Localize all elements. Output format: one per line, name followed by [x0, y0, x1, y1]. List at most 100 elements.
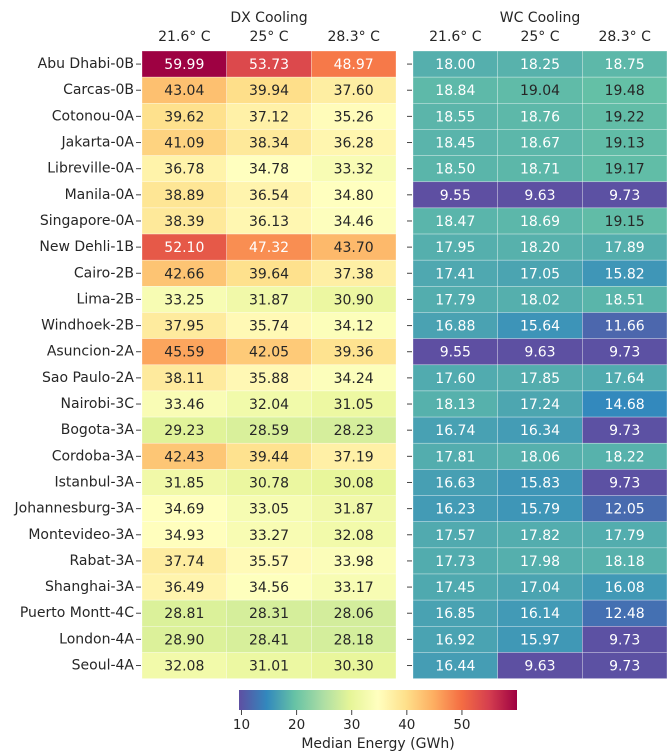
cell-label: 48.97 [334, 57, 374, 73]
cell-label: 28.31 [249, 606, 289, 622]
cell-label: 16.23 [435, 502, 475, 518]
heat-cell [497, 599, 583, 627]
cell-label: 17.81 [435, 449, 475, 465]
cell-label: 9.73 [609, 423, 640, 439]
heat-cell [226, 573, 312, 601]
heat-cell [582, 76, 667, 104]
row-label: Carcas-0B [63, 82, 134, 98]
cell-label: 16.85 [435, 606, 475, 622]
heat-cell [141, 233, 227, 261]
heat-cell [311, 599, 397, 627]
row-label: Puerto Montt-4C [20, 605, 134, 621]
cell-label: 30.08 [334, 475, 374, 491]
cell-label: 39.62 [164, 109, 204, 125]
column-label: 25° C [249, 29, 288, 45]
heat-cell [226, 103, 312, 130]
cell-label: 37.60 [334, 83, 374, 99]
heat-cell [412, 625, 498, 653]
cell-label: 17.98 [520, 554, 560, 570]
cell-label: 18.50 [435, 162, 475, 178]
heat-cell [582, 259, 667, 287]
cell-label: 37.12 [249, 109, 289, 125]
heat-cell [226, 286, 312, 313]
cell-label: 39.64 [249, 266, 289, 282]
panel-title: DX Cooling [230, 10, 307, 26]
heat-cell [497, 259, 583, 287]
row-label: Nairobi-3C [61, 396, 135, 412]
heat-cell [497, 442, 583, 470]
cell-label: 42.43 [164, 449, 204, 465]
cell-label: 31.05 [334, 397, 374, 413]
cell-label: 16.88 [435, 319, 475, 335]
colorbar-tick-label: 30 [343, 717, 360, 733]
heat-cell [412, 652, 498, 679]
heat-cell [226, 259, 312, 287]
cell-label: 38.39 [164, 214, 204, 230]
cell-label: 18.67 [520, 136, 560, 152]
cell-label: 18.00 [435, 57, 475, 73]
cell-label: 18.51 [605, 292, 645, 308]
heat-cell [141, 129, 227, 156]
row-label: Asuncion-2A [47, 344, 135, 360]
column-label: 28.3° C [327, 29, 380, 45]
cell-label: 33.46 [164, 397, 204, 413]
heat-cell [226, 469, 312, 496]
heat-cell [311, 50, 397, 78]
row-label: Cotonou-0A [52, 108, 135, 124]
heat-cell [226, 390, 312, 418]
cell-label: 33.32 [334, 162, 374, 178]
row-label: Singapore-0A [40, 213, 135, 229]
heat-cell [141, 547, 227, 575]
cell-label: 28.90 [164, 632, 204, 648]
heat-cell [226, 416, 312, 444]
cell-label: 18.02 [520, 292, 560, 308]
heat-cell [497, 338, 583, 366]
heat-cell [412, 103, 498, 130]
heat-cell [226, 76, 312, 104]
heat-cell [412, 521, 498, 549]
cell-label: 43.04 [164, 83, 204, 99]
heat-cell [226, 233, 312, 261]
row-label: Istanbul-3A [54, 474, 134, 490]
heat-cell [412, 155, 498, 183]
heat-cell [141, 652, 227, 679]
heat-cell [582, 547, 667, 575]
cell-label: 35.26 [334, 109, 374, 125]
cell-label: 38.11 [164, 371, 204, 387]
cell-label: 31.01 [249, 659, 289, 675]
cell-label: 18.06 [520, 449, 560, 465]
cell-label: 42.66 [164, 266, 204, 282]
heat-cell [582, 181, 667, 209]
heat-cell [141, 364, 227, 392]
cell-label: 33.17 [334, 580, 374, 596]
heat-cell [311, 416, 397, 444]
heat-cell [311, 233, 397, 261]
cell-label: 39.44 [249, 449, 289, 465]
cell-label: 9.73 [609, 475, 640, 491]
cell-label: 16.74 [435, 423, 475, 439]
row-label: Bogota-3A [61, 422, 135, 438]
cell-label: 9.63 [524, 188, 555, 204]
row-label: New Dehli-1B [39, 239, 134, 255]
cell-label: 31.87 [249, 292, 289, 308]
row-label: Abu Dhabi-0B [38, 56, 134, 72]
cell-label: 19.17 [605, 162, 645, 178]
heat-cell [412, 259, 498, 287]
cell-label: 9.73 [609, 632, 640, 648]
heat-cell [582, 390, 667, 418]
heat-cell [497, 652, 583, 679]
heat-cell [226, 155, 312, 183]
row-label: Jakarta-0A [60, 135, 134, 151]
cell-label: 15.83 [520, 475, 560, 491]
cell-label: 15.64 [520, 319, 560, 335]
heat-cell [412, 312, 498, 339]
cell-label: 35.57 [249, 554, 289, 570]
cell-label: 36.49 [164, 580, 204, 596]
cell-label: 17.24 [520, 397, 560, 413]
heat-cell [311, 442, 397, 470]
cell-label: 19.48 [605, 83, 645, 99]
cell-label: 33.27 [249, 528, 289, 544]
cell-label: 15.79 [520, 502, 560, 518]
row-label: Cordoba-3A [52, 448, 135, 464]
heat-cell [497, 573, 583, 601]
